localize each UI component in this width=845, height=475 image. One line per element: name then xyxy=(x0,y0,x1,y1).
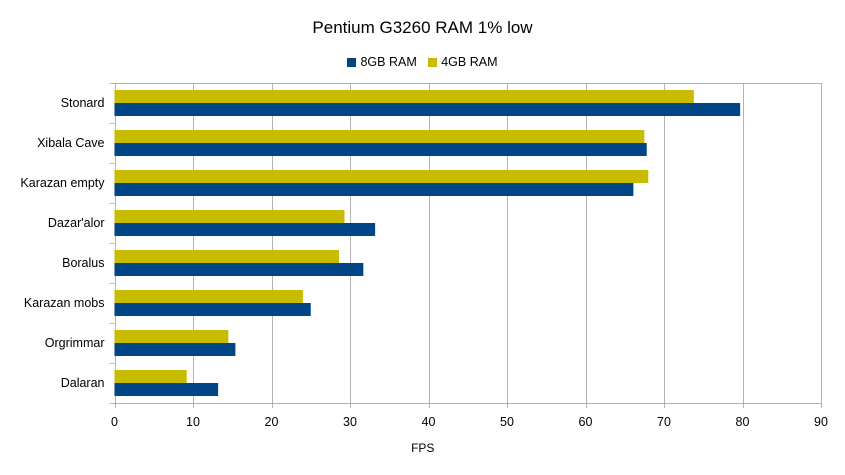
bar-8gb-boralus xyxy=(114,263,364,276)
category-label: Dalaran xyxy=(61,376,105,390)
category-label: Karazan mobs xyxy=(24,296,105,310)
category-label: Orgrimmar xyxy=(45,336,105,350)
bar-8gb-karazan-mobs xyxy=(114,303,311,316)
category-label: Xibala Cave xyxy=(37,136,104,150)
legend-label-4gb: 4GB RAM xyxy=(441,55,498,69)
x-tick-label-50: 50 xyxy=(500,415,514,429)
legend-label-8gb: 8GB RAM xyxy=(360,55,417,69)
bar-8gb-dalaran xyxy=(114,383,219,396)
category-label: Stonard xyxy=(61,96,105,110)
category-label: Karazan empty xyxy=(20,176,105,190)
bar-4gb-xibala-cave xyxy=(114,130,645,143)
legend-swatch-4gb xyxy=(428,57,438,67)
bar-8gb-stonard xyxy=(114,103,741,116)
category-label: Dazar'alor xyxy=(48,216,105,230)
legend: 8GB RAM 4GB RAM xyxy=(0,55,845,70)
x-axis-title: FPS xyxy=(411,441,434,455)
bar-4gb-orgrimmar xyxy=(114,330,229,343)
bar-4gb-karazan-mobs xyxy=(114,290,303,303)
x-tick-label-10: 10 xyxy=(186,415,200,429)
bar-8gb-karazan-empty xyxy=(114,183,634,196)
x-tick-label-20: 20 xyxy=(265,415,279,429)
bar-4gb-dazar-alor xyxy=(114,210,345,223)
chart-title: Pentium G3260 RAM 1% low xyxy=(312,18,533,37)
x-tick-label-60: 60 xyxy=(579,415,593,429)
legend-item-4gb: 4GB RAM xyxy=(428,55,498,69)
bar-4gb-boralus xyxy=(114,250,340,263)
bar-8gb-orgrimmar xyxy=(114,343,236,356)
x-tick-label-80: 80 xyxy=(736,415,750,429)
x-tick-label-40: 40 xyxy=(422,415,436,429)
bar-4gb-stonard xyxy=(114,90,694,103)
x-tick-label-0: 0 xyxy=(111,415,118,429)
x-tick-label-30: 30 xyxy=(343,415,357,429)
legend-item-8gb: 8GB RAM xyxy=(347,55,417,69)
bar-4gb-dalaran xyxy=(114,370,187,383)
bar-8gb-xibala-cave xyxy=(114,143,647,156)
x-tick-label-90: 90 xyxy=(814,415,828,429)
bar-8gb-dazar-alor xyxy=(114,223,376,236)
x-tick-label-70: 70 xyxy=(657,415,671,429)
legend-swatch-8gb xyxy=(347,57,357,67)
category-label: Boralus xyxy=(62,256,104,270)
bar-4gb-karazan-empty xyxy=(114,170,649,183)
